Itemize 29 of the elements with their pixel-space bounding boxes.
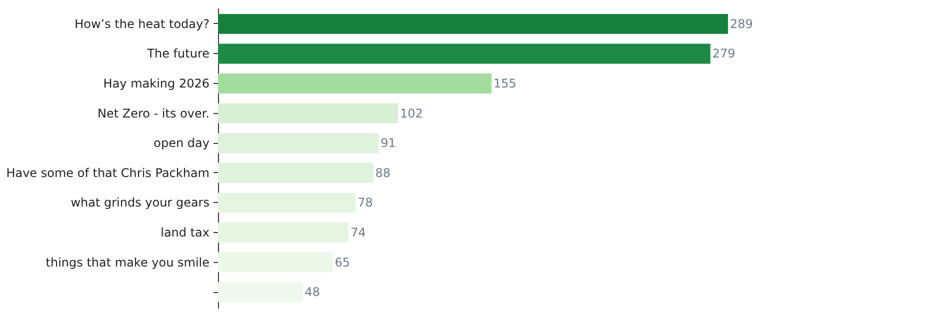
y-tick-label: How’s the heat today? — [74, 16, 210, 31]
data-label: 78 — [358, 196, 373, 210]
bar — [218, 162, 374, 183]
bar — [218, 282, 303, 302]
data-label: 279 — [712, 46, 736, 61]
y-tick-label: things that make you smile — [46, 255, 210, 270]
bar — [218, 133, 379, 154]
bar — [218, 14, 728, 34]
y-tick-label: land tax — [160, 225, 210, 240]
data-label: 289 — [730, 16, 753, 31]
data-label: 91 — [380, 136, 396, 150]
y-tick-label: Hay making 2026 — [103, 76, 210, 91]
data-label: 65 — [334, 255, 350, 270]
y-tick-label: Net Zero - its over. — [97, 106, 210, 120]
bar — [218, 222, 349, 242]
data-label: 155 — [494, 76, 516, 91]
data-label: 48 — [304, 285, 320, 300]
y-tick-label: Have some of that Chris Packham — [6, 166, 210, 180]
bar — [218, 44, 710, 64]
bar — [218, 103, 398, 124]
y-tick-label: what grinds your gears — [70, 196, 210, 210]
data-label: 102 — [400, 106, 423, 120]
bar — [218, 74, 492, 94]
bar — [218, 192, 356, 213]
y-tick-label: The future — [146, 46, 210, 61]
data-label: 74 — [350, 225, 366, 240]
bar — [218, 252, 333, 272]
data-label: 88 — [375, 166, 391, 180]
y-tick-label: open day — [154, 136, 210, 150]
